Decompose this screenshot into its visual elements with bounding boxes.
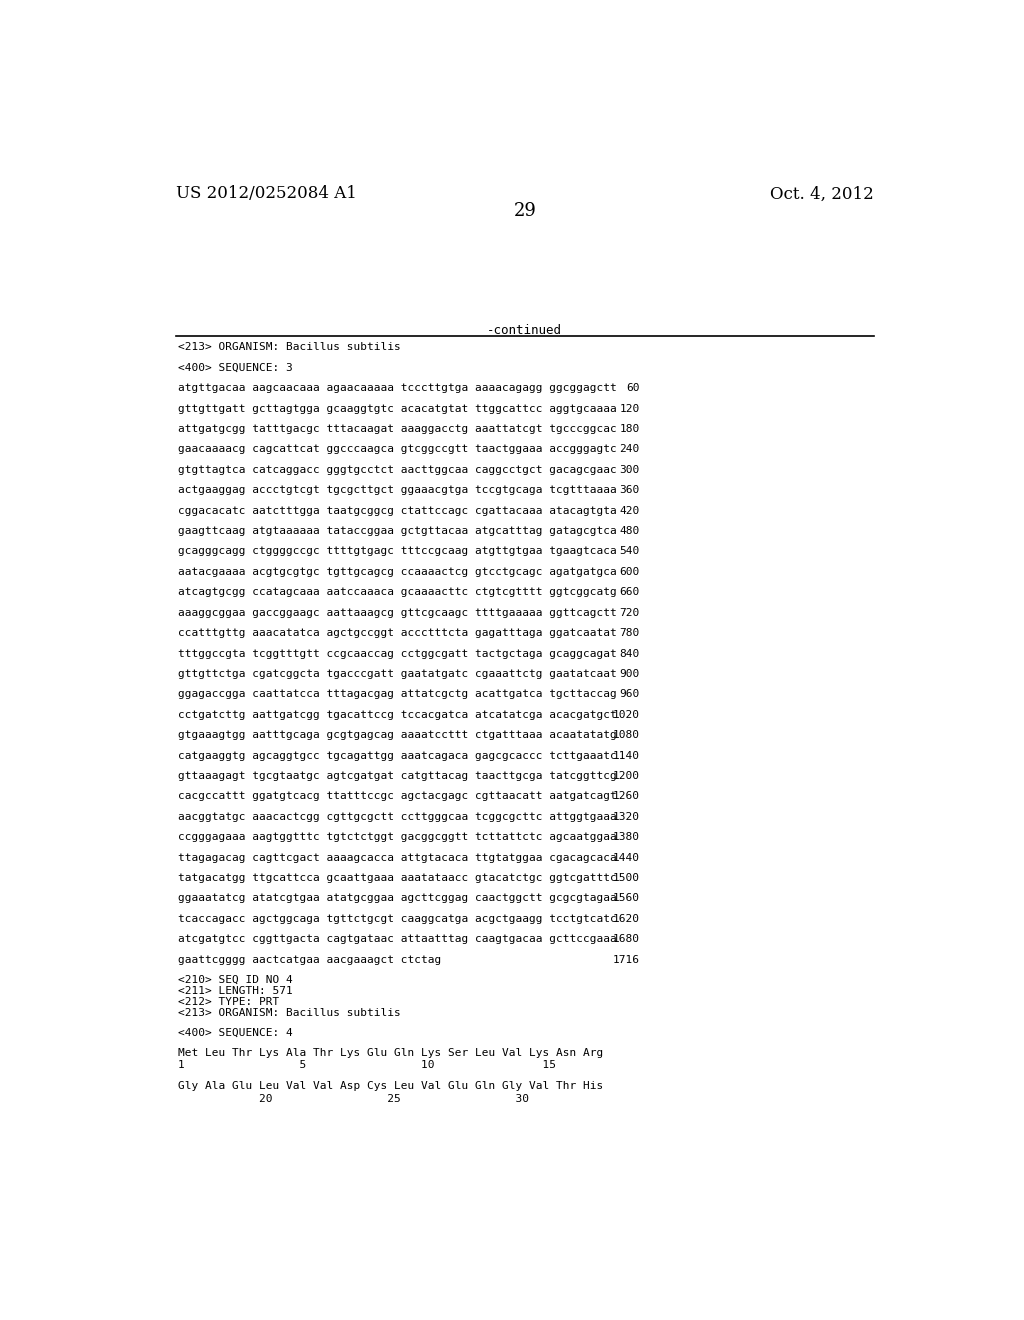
Text: ttagagacag cagttcgact aaaagcacca attgtacaca ttgtatggaa cgacagcaca: ttagagacag cagttcgact aaaagcacca attgtac…	[178, 853, 617, 862]
Text: gttgttgatt gcttagtgga gcaaggtgtc acacatgtat ttggcattcc aggtgcaaaa: gttgttgatt gcttagtgga gcaaggtgtc acacatg…	[178, 404, 617, 413]
Text: 360: 360	[620, 486, 640, 495]
Text: <400> SEQUENCE: 4: <400> SEQUENCE: 4	[178, 1027, 293, 1038]
Text: 120: 120	[620, 404, 640, 413]
Text: 1560: 1560	[612, 894, 640, 903]
Text: aatacgaaaa acgtgcgtgc tgttgcagcg ccaaaactcg gtcctgcagc agatgatgca: aatacgaaaa acgtgcgtgc tgttgcagcg ccaaaac…	[178, 566, 617, 577]
Text: 1500: 1500	[612, 873, 640, 883]
Text: Gly Ala Glu Leu Val Val Asp Cys Leu Val Glu Gln Gly Val Thr His: Gly Ala Glu Leu Val Val Asp Cys Leu Val …	[178, 1081, 603, 1090]
Text: ggaaatatcg atatcgtgaa atatgcggaa agcttcggag caactggctt gcgcgtagaa: ggaaatatcg atatcgtgaa atatgcggaa agcttcg…	[178, 894, 617, 903]
Text: <213> ORGANISM: Bacillus subtilis: <213> ORGANISM: Bacillus subtilis	[178, 342, 401, 352]
Text: Oct. 4, 2012: Oct. 4, 2012	[770, 185, 873, 202]
Text: gaattcgggg aactcatgaa aacgaaagct ctctag: gaattcgggg aactcatgaa aacgaaagct ctctag	[178, 954, 441, 965]
Text: atcgatgtcc cggttgacta cagtgataac attaatttag caagtgacaa gcttccgaaa: atcgatgtcc cggttgacta cagtgataac attaatt…	[178, 935, 617, 944]
Text: gaagttcaag atgtaaaaaa tataccggaa gctgttacaa atgcatttag gatagcgtca: gaagttcaag atgtaaaaaa tataccggaa gctgtta…	[178, 527, 617, 536]
Text: -continued: -continued	[487, 323, 562, 337]
Text: 780: 780	[620, 628, 640, 638]
Text: <400> SEQUENCE: 3: <400> SEQUENCE: 3	[178, 363, 293, 372]
Text: 240: 240	[620, 445, 640, 454]
Text: gaacaaaacg cagcattcat ggcccaagca gtcggccgtt taactggaaa accgggagtc: gaacaaaacg cagcattcat ggcccaagca gtcggcc…	[178, 445, 617, 454]
Text: 900: 900	[620, 669, 640, 678]
Text: 1620: 1620	[612, 913, 640, 924]
Text: tttggccgta tcggtttgtt ccgcaaccag cctggcgatt tactgctaga gcaggcagat: tttggccgta tcggtttgtt ccgcaaccag cctggcg…	[178, 648, 617, 659]
Text: 180: 180	[620, 424, 640, 434]
Text: aaaggcggaa gaccggaagc aattaaagcg gttcgcaagc ttttgaaaaa ggttcagctt: aaaggcggaa gaccggaagc aattaaagcg gttcgca…	[178, 607, 617, 618]
Text: 1260: 1260	[612, 792, 640, 801]
Text: 600: 600	[620, 566, 640, 577]
Text: <213> ORGANISM: Bacillus subtilis: <213> ORGANISM: Bacillus subtilis	[178, 1008, 401, 1019]
Text: 1380: 1380	[612, 832, 640, 842]
Text: gcagggcagg ctggggccgc ttttgtgagc tttccgcaag atgttgtgaa tgaagtcaca: gcagggcagg ctggggccgc ttttgtgagc tttccgc…	[178, 546, 617, 557]
Text: 300: 300	[620, 465, 640, 475]
Text: 1                 5                 10                15: 1 5 10 15	[178, 1060, 556, 1071]
Text: aacggtatgc aaacactcgg cgttgcgctt ccttgggcaa tcggcgcttc attggtgaaa: aacggtatgc aaacactcgg cgttgcgctt ccttggg…	[178, 812, 617, 822]
Text: atgttgacaa aagcaacaaa agaacaaaaa tcccttgtga aaaacagagg ggcggagctt: atgttgacaa aagcaacaaa agaacaaaaa tcccttg…	[178, 383, 617, 393]
Text: tatgacatgg ttgcattcca gcaattgaaa aaatataacc gtacatctgc ggtcgatttc: tatgacatgg ttgcattcca gcaattgaaa aaatata…	[178, 873, 617, 883]
Text: cctgatcttg aattgatcgg tgacattccg tccacgatca atcatatcga acacgatgct: cctgatcttg aattgatcgg tgacattccg tccacga…	[178, 710, 617, 719]
Text: Met Leu Thr Lys Ala Thr Lys Glu Gln Lys Ser Leu Val Lys Asn Arg: Met Leu Thr Lys Ala Thr Lys Glu Gln Lys …	[178, 1048, 603, 1057]
Text: 480: 480	[620, 527, 640, 536]
Text: cggacacatc aatctttgga taatgcggcg ctattccagc cgattacaaa atacagtgta: cggacacatc aatctttgga taatgcggcg ctattcc…	[178, 506, 617, 516]
Text: US 2012/0252084 A1: US 2012/0252084 A1	[176, 185, 357, 202]
Text: gtgaaagtgg aatttgcaga gcgtgagcag aaaatccttt ctgatttaaa acaatatatg: gtgaaagtgg aatttgcaga gcgtgagcag aaaatcc…	[178, 730, 617, 741]
Text: 1020: 1020	[612, 710, 640, 719]
Text: atcagtgcgg ccatagcaaa aatccaaaca gcaaaacttc ctgtcgtttt ggtcggcatg: atcagtgcgg ccatagcaaa aatccaaaca gcaaaac…	[178, 587, 617, 597]
Text: 660: 660	[620, 587, 640, 597]
Text: 29: 29	[513, 202, 537, 220]
Text: 1080: 1080	[612, 730, 640, 741]
Text: gttaaagagt tgcgtaatgc agtcgatgat catgttacag taacttgcga tatcggttcg: gttaaagagt tgcgtaatgc agtcgatgat catgtta…	[178, 771, 617, 781]
Text: actgaaggag accctgtcgt tgcgcttgct ggaaacgtga tccgtgcaga tcgtttaaaa: actgaaggag accctgtcgt tgcgcttgct ggaaacg…	[178, 486, 617, 495]
Text: 540: 540	[620, 546, 640, 557]
Text: gtgttagtca catcaggacc gggtgcctct aacttggcaa caggcctgct gacagcgaac: gtgttagtca catcaggacc gggtgcctct aacttgg…	[178, 465, 617, 475]
Text: attgatgcgg tatttgacgc tttacaagat aaaggacctg aaattatcgt tgcccggcac: attgatgcgg tatttgacgc tttacaagat aaaggac…	[178, 424, 617, 434]
Text: <211> LENGTH: 571: <211> LENGTH: 571	[178, 986, 293, 997]
Text: cacgccattt ggatgtcacg ttatttccgc agctacgagc cgttaacatt aatgatcagt: cacgccattt ggatgtcacg ttatttccgc agctacg…	[178, 792, 617, 801]
Text: 420: 420	[620, 506, 640, 516]
Text: ccgggagaaa aagtggtttc tgtctctggt gacggcggtt tcttattctc agcaatggaa: ccgggagaaa aagtggtttc tgtctctggt gacggcg…	[178, 832, 617, 842]
Text: catgaaggtg agcaggtgcc tgcagattgg aaatcagaca gagcgcaccc tcttgaaatc: catgaaggtg agcaggtgcc tgcagattgg aaatcag…	[178, 751, 617, 760]
Text: ccatttgttg aaacatatca agctgccggt accctttcta gagatttaga ggatcaatat: ccatttgttg aaacatatca agctgccggt acccttt…	[178, 628, 617, 638]
Text: 1716: 1716	[612, 954, 640, 965]
Text: gttgttctga cgatcggcta tgacccgatt gaatatgatc cgaaattctg gaatatcaat: gttgttctga cgatcggcta tgacccgatt gaatatg…	[178, 669, 617, 678]
Text: 1320: 1320	[612, 812, 640, 822]
Text: 20                 25                 30: 20 25 30	[178, 1093, 529, 1104]
Text: 960: 960	[620, 689, 640, 700]
Text: 1140: 1140	[612, 751, 640, 760]
Text: 1680: 1680	[612, 935, 640, 944]
Text: <210> SEQ ID NO 4: <210> SEQ ID NO 4	[178, 975, 293, 985]
Text: 840: 840	[620, 648, 640, 659]
Text: 720: 720	[620, 607, 640, 618]
Text: 1440: 1440	[612, 853, 640, 862]
Text: 1200: 1200	[612, 771, 640, 781]
Text: tcaccagacc agctggcaga tgttctgcgt caaggcatga acgctgaagg tcctgtcatc: tcaccagacc agctggcaga tgttctgcgt caaggca…	[178, 913, 617, 924]
Text: ggagaccgga caattatcca tttagacgag attatcgctg acattgatca tgcttaccag: ggagaccgga caattatcca tttagacgag attatcg…	[178, 689, 617, 700]
Text: 60: 60	[626, 383, 640, 393]
Text: <212> TYPE: PRT: <212> TYPE: PRT	[178, 998, 280, 1007]
